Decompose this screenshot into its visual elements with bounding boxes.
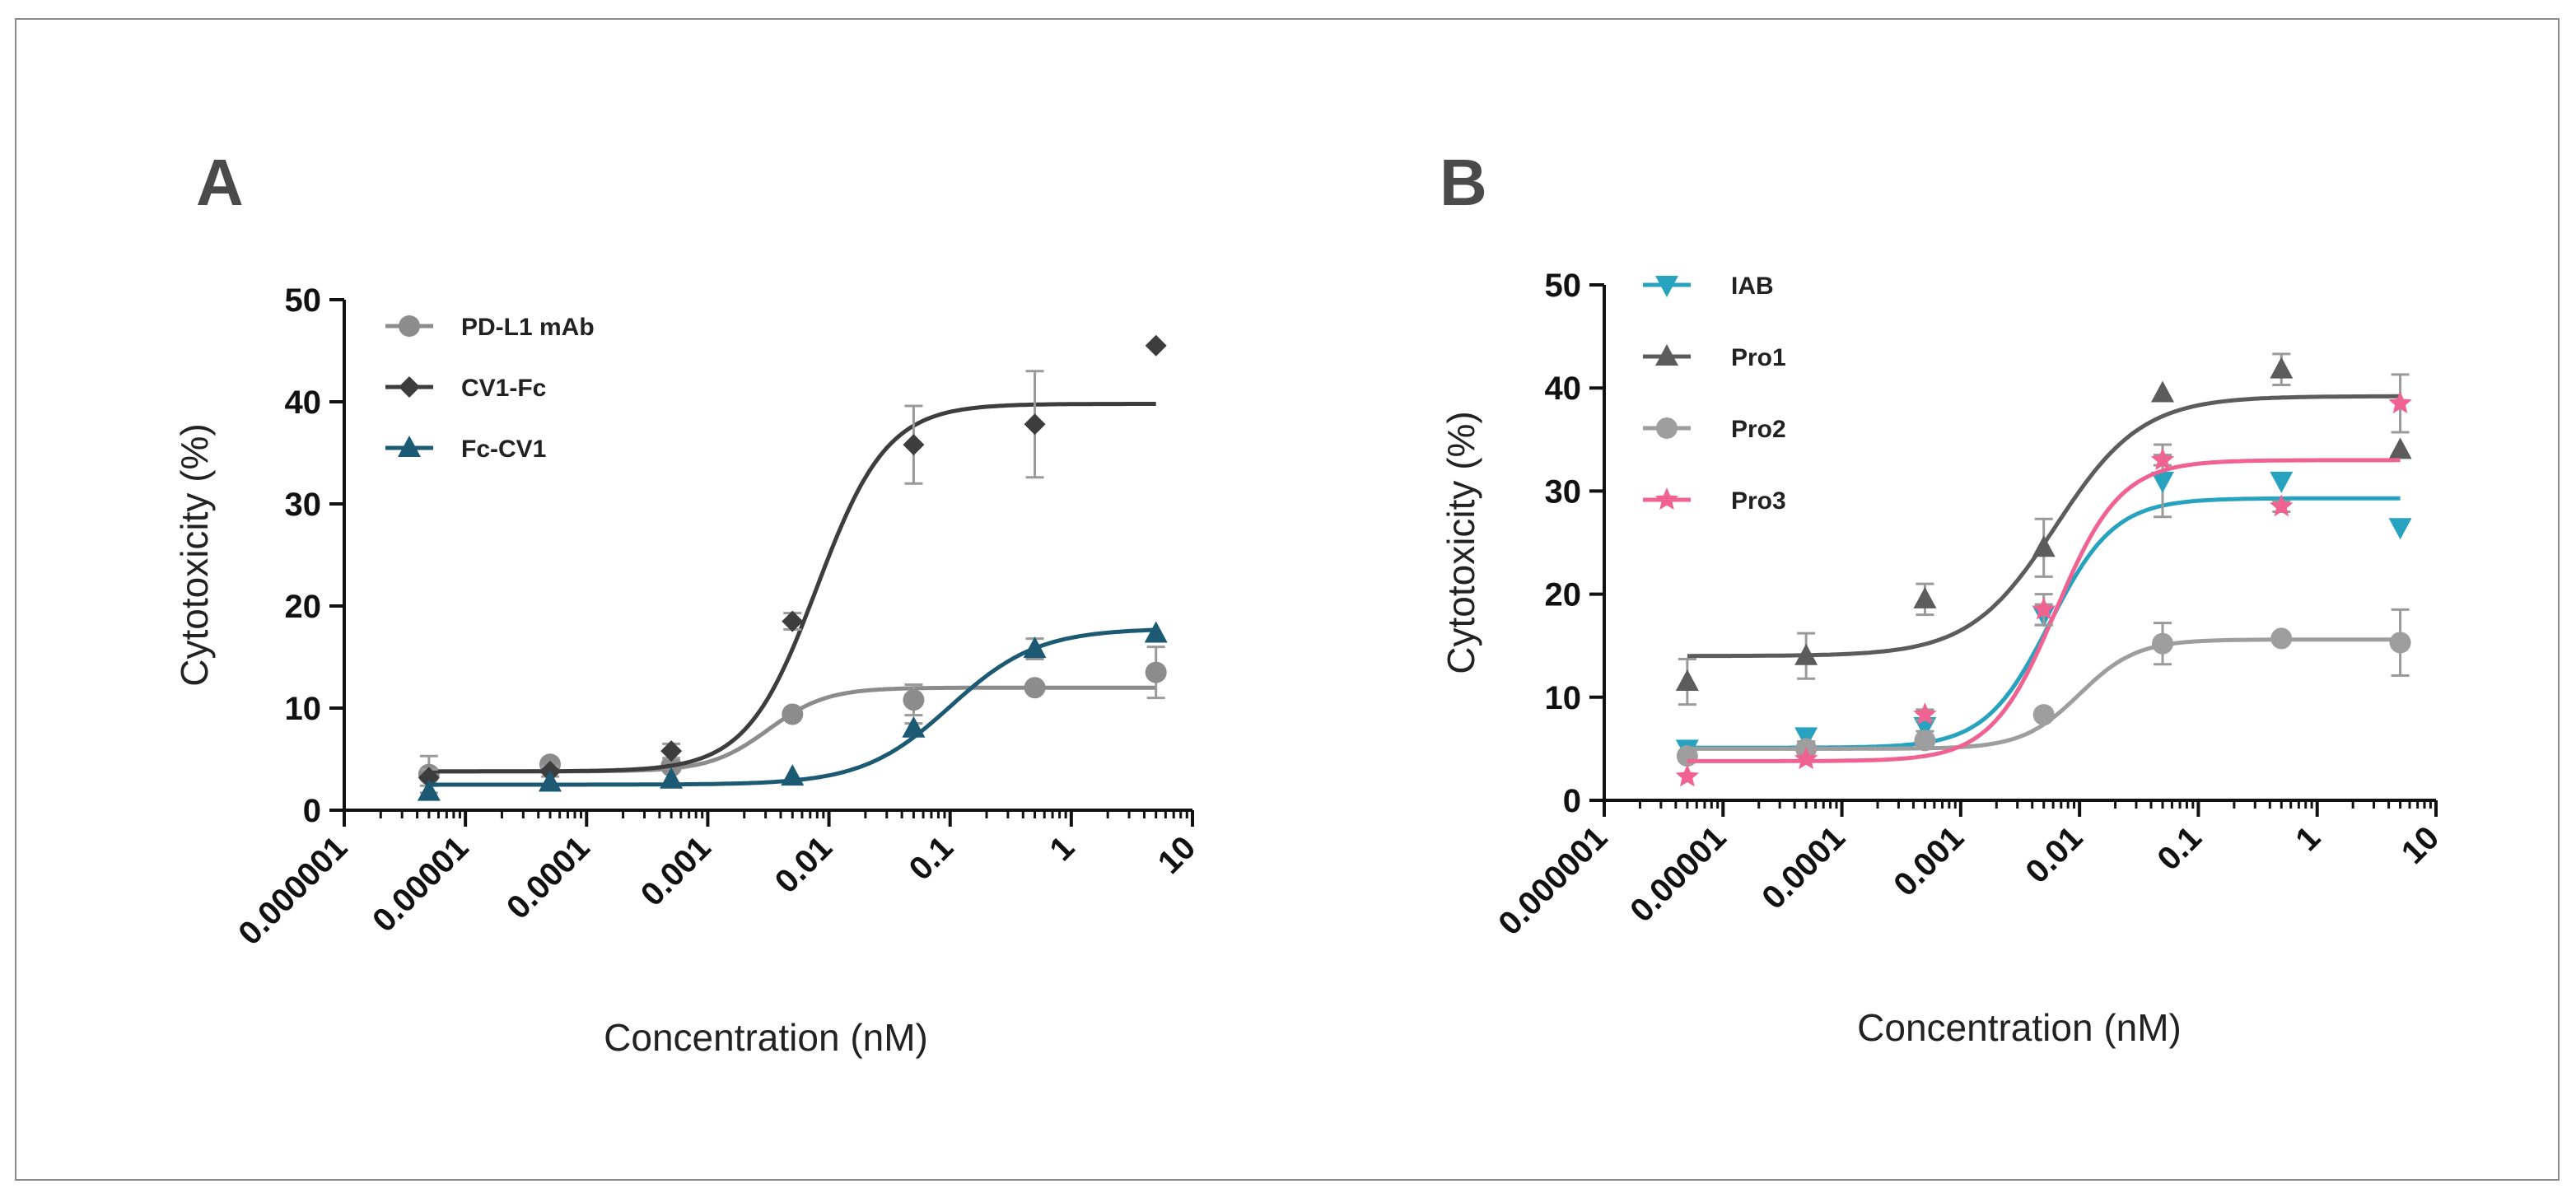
panel-a-x-tick-label: 0.001	[634, 829, 718, 913]
panel-a-y-tick-label: 30	[285, 487, 322, 523]
panel-b-x-tick-label: 0.001	[1887, 819, 1971, 903]
panel-b-y-tick-label: 20	[1545, 577, 1582, 613]
panel-b-letter: B	[1440, 146, 1487, 219]
fc-cv1-data-point	[660, 767, 684, 789]
legend-pro2-marker	[1656, 417, 1678, 439]
pro3-data-point	[2388, 391, 2412, 414]
panel-a-x-tick-label: 10	[1151, 829, 1203, 881]
pro2-data-point	[1676, 745, 1698, 767]
panel-a-chart: A 0 10 20 30 40 50 0.000001 0.00001 0.0001 0.001 0.…	[173, 146, 1202, 1059]
legend-cv1-fc-label: CV1-Fc	[461, 375, 546, 402]
panel-b-x-axis-label: Concentration (nM)	[1857, 1006, 2182, 1049]
pro1-data-point	[2270, 357, 2294, 379]
panel-a-y-tick-label: 20	[285, 589, 322, 625]
pro3-data-point	[2270, 494, 2294, 517]
panel-a-y-tick-label: 10	[285, 691, 322, 727]
legend-pro3-label: Pro3	[1731, 487, 1786, 515]
panel-b-x-tick-label: 1	[2289, 819, 2327, 858]
iab-data-point	[2388, 518, 2412, 540]
pro1-data-point	[1913, 586, 1937, 608]
legend-pd-l1-mab-label: PD-L1 mAb	[461, 314, 595, 341]
series-fc-cv1	[417, 621, 1168, 801]
panel-a-y-tick-label: 40	[285, 385, 322, 421]
pd-l1-mab-data-point	[1145, 661, 1167, 683]
panel-a-x-tick-label: 0.01	[768, 829, 839, 900]
panel-b-y-tick-label: 40	[1545, 371, 1582, 407]
cv1-fc-data-point	[903, 434, 925, 456]
pro1-data-point	[2032, 535, 2056, 557]
panel-b-x-tick-label: 10	[2395, 819, 2447, 871]
fc-cv1-data-point	[1144, 621, 1168, 643]
pro2-data-point	[2032, 704, 2055, 726]
pro1-data-point	[1675, 669, 1699, 692]
pro3-data-point	[1675, 764, 1700, 787]
pro3-data-point	[1794, 746, 1818, 770]
iab-data-point	[2270, 471, 2294, 493]
pd-l1-mab-data-point	[903, 689, 925, 711]
legend-pro1-label: Pro1	[1731, 344, 1786, 371]
pd-l1-mab-fit-curve	[428, 685, 1156, 774]
panel-b-x-tick-label: 0.01	[2018, 819, 2089, 890]
panel-a-letter: A	[196, 146, 244, 219]
pro2-data-point	[2270, 627, 2293, 650]
pd-l1-mab-data-point	[782, 703, 804, 725]
panel-b-x-tick-label: 0.1	[2150, 819, 2208, 877]
legend-pro2-label: Pro2	[1731, 416, 1786, 443]
pro3-data-point	[1913, 702, 1937, 725]
panel-b-y-axis-label: Cytotoxicity (%)	[1440, 411, 1482, 674]
pro1-data-point	[2150, 380, 2174, 403]
pro2-data-point	[2151, 632, 2173, 655]
panel-a-x-tick-label: 1	[1043, 829, 1081, 868]
figure-frame: A 0 10 20 30 40 50 0.000001 0.00001 0.0001 0.001 0.…	[15, 18, 2560, 1181]
legend-pd-l1-mab-marker	[399, 315, 420, 337]
fc-cv1-data-point	[781, 764, 805, 786]
panel-b-chart: B 0 10 20 30 40 50 0.000001 0.00001 0.0001 0.001 0.…	[1440, 146, 2446, 1049]
pro3-data-point	[2150, 447, 2175, 470]
panel-a-y-tick-label: 0	[303, 793, 321, 829]
legend-fc-cv1-marker	[398, 436, 421, 457]
pro2-data-point	[1914, 730, 1936, 752]
legend-iab-label: IAB	[1731, 273, 1774, 300]
panel-a-x-tick-label: 0.00001	[366, 829, 475, 939]
pro2-data-point	[2389, 632, 2411, 654]
panel-a-x-tick-label: 0.000001	[231, 829, 354, 952]
panel-b-y-tick-label: 30	[1545, 473, 1582, 510]
legend-cv1-fc-marker	[399, 376, 420, 398]
cv1-fc-data-point	[1145, 334, 1167, 357]
panel-b-y-tick-label: 10	[1545, 680, 1582, 716]
pd-l1-mab-data-point	[1024, 677, 1046, 699]
cv1-fc-data-point	[782, 610, 804, 632]
fc-cv1-data-point	[1023, 636, 1047, 659]
legend-pro3-marker	[1654, 487, 1679, 510]
series-pro1	[1675, 352, 2412, 706]
cv1-fc-data-point	[660, 740, 683, 762]
legend-fc-cv1-label: Fc-CV1	[461, 436, 546, 463]
panel-b-x-tick-label: 0.0001	[1755, 819, 1852, 916]
panel-a-x-tick-label: 0.1	[903, 829, 960, 887]
panel-a-y-axis-label: Cytotoxicity (%)	[173, 423, 216, 686]
panel-a-y-tick-label: 50	[285, 282, 322, 319]
panel-a-x-tick-label: 0.0001	[500, 829, 597, 926]
panel-b-x-tick-label: 0.000001	[1491, 819, 1614, 942]
panel-a-x-axis-label: Concentration (nM)	[604, 1016, 928, 1059]
fc-cv1-data-point	[538, 770, 562, 792]
fc-cv1-data-point	[902, 716, 926, 738]
pro1-data-point	[2388, 437, 2412, 459]
iab-data-point	[2150, 471, 2174, 493]
cv1-fc-data-point	[1024, 413, 1046, 436]
iab-data-point	[1794, 727, 1818, 749]
pro1-data-point	[1794, 643, 1818, 665]
panel-b-y-tick-label: 0	[1563, 783, 1581, 819]
legend-pro1-marker	[1655, 344, 1678, 366]
pro3-data-point	[2032, 597, 2056, 620]
fc-cv1-data-point	[417, 779, 441, 801]
series-pro3	[1675, 373, 2412, 787]
legend-iab-marker	[1655, 276, 1678, 297]
panel-b-y-tick-label: 50	[1545, 268, 1582, 304]
panel-b-x-tick-label: 0.00001	[1623, 819, 1733, 929]
